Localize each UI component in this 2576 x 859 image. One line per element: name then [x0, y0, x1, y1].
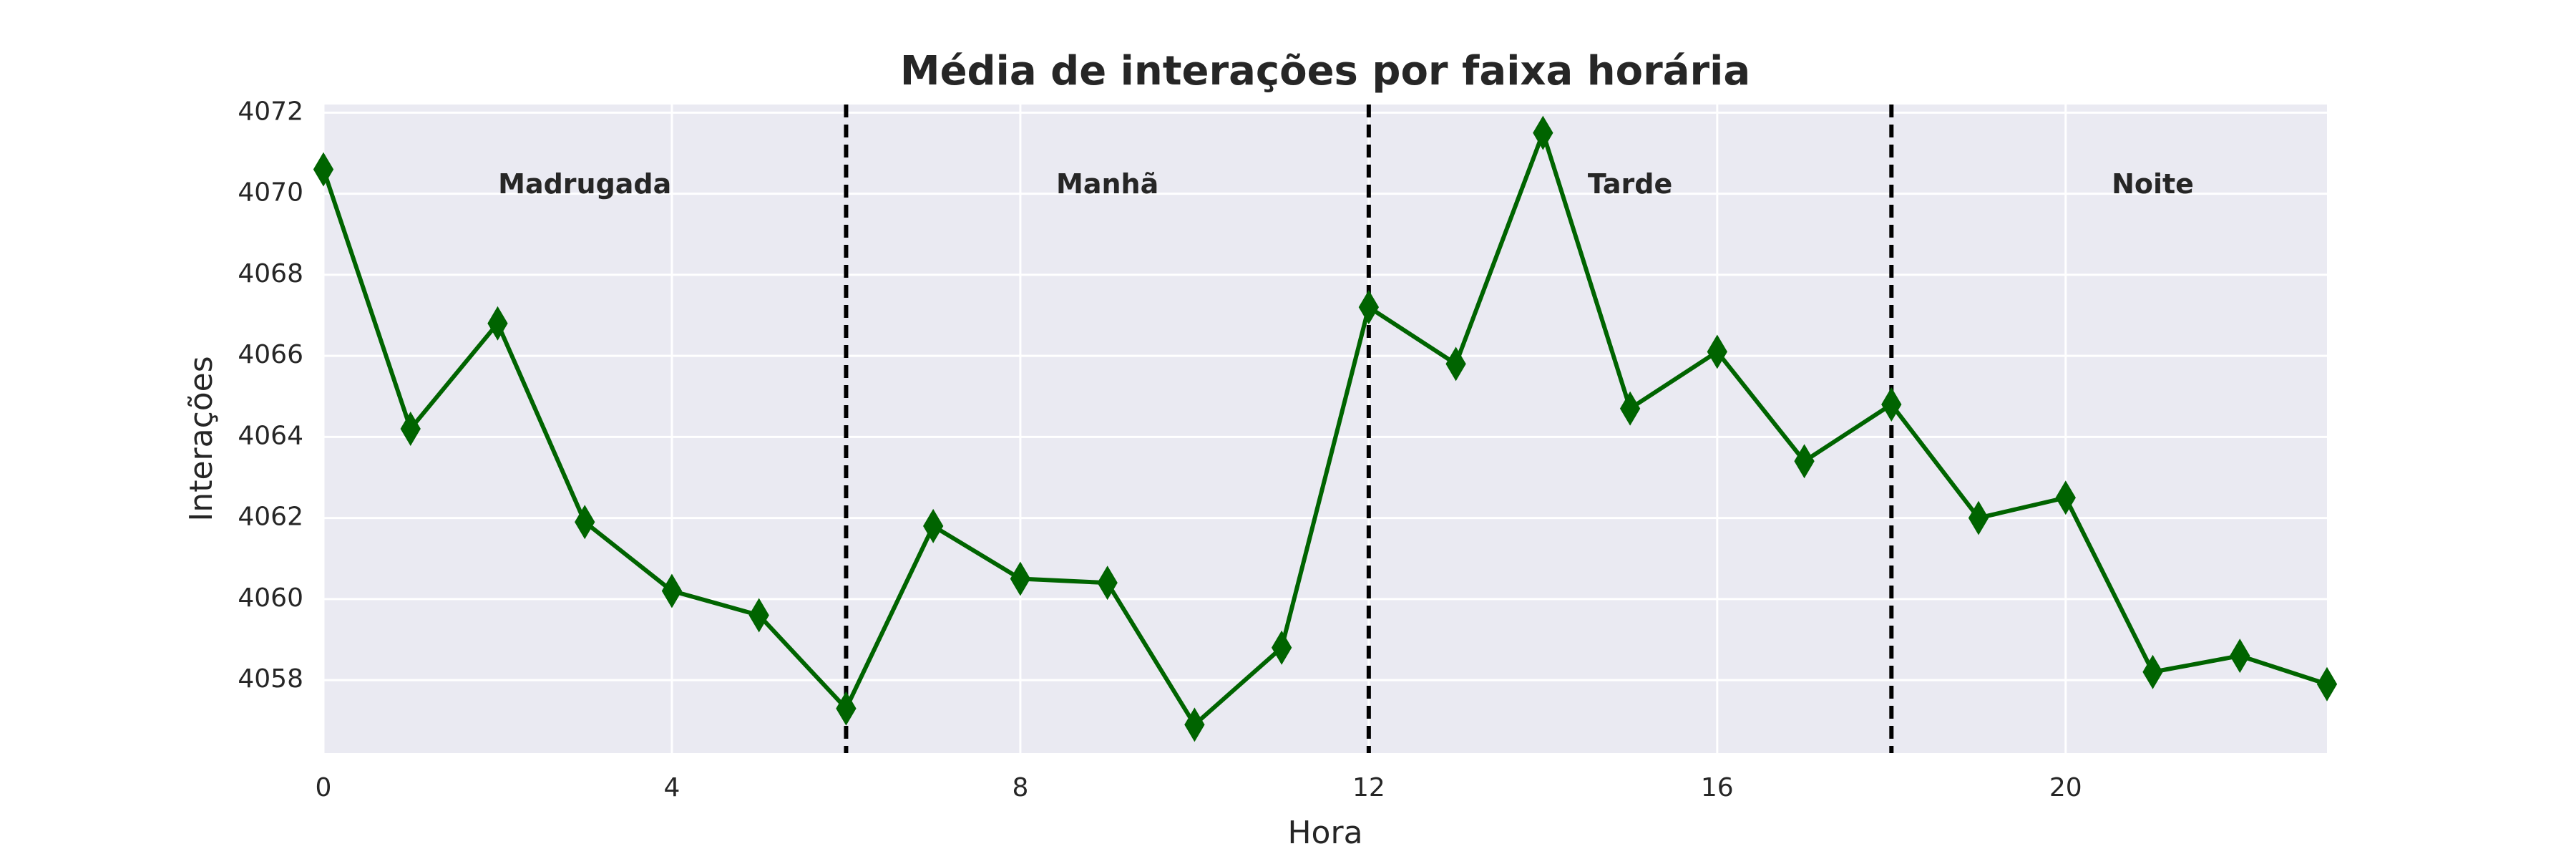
data-point-marker: [487, 306, 508, 341]
plot-area: [323, 105, 2327, 753]
y-axis-label: Interações: [183, 356, 220, 521]
x-tick-label: 4: [664, 773, 680, 802]
data-point-marker: [923, 508, 944, 543]
x-tick-label: 12: [1352, 773, 1385, 802]
grid: [322, 105, 2327, 753]
data-point-marker: [2230, 639, 2250, 674]
x-tick-label: 16: [1701, 773, 1734, 802]
y-tick-label: 4066: [238, 340, 303, 369]
data-point-marker: [748, 598, 769, 633]
data-point-marker: [1968, 500, 1989, 535]
data-point-marker: [2142, 654, 2163, 689]
y-tick-label: 4060: [238, 583, 303, 613]
x-axis-ticks: 0 4 8 12 16 20: [316, 773, 2082, 802]
data-point-marker: [575, 505, 595, 540]
period-dividers: [844, 105, 1894, 753]
data-point-marker: [1619, 391, 1641, 426]
data-point-marker: [313, 152, 334, 187]
x-axis-label: Hora: [1287, 815, 1362, 851]
period-label: Noite: [2112, 168, 2194, 200]
x-tick-label: 8: [1012, 773, 1028, 802]
chart-title: Média de interações por faixa horária: [900, 48, 1750, 94]
data-point-marker: [1707, 334, 1727, 369]
y-tick-label: 4062: [238, 503, 303, 532]
y-tick-label: 4068: [238, 259, 303, 288]
data-point-marker: [1794, 444, 1815, 479]
period-label: Tarde: [1588, 168, 1672, 200]
series-line: [321, 130, 2328, 727]
y-tick-label: 4070: [238, 178, 303, 208]
data-point-marker: [1358, 290, 1380, 325]
series: [313, 115, 2338, 742]
data-point-marker: [1271, 630, 1292, 665]
data-point-marker: [1184, 707, 1205, 742]
period-labels: Madrugada Manhã Tarde Noite: [498, 168, 2194, 200]
x-tick-label: 0: [316, 773, 332, 802]
data-point-marker: [836, 691, 857, 726]
data-point-marker: [661, 573, 683, 608]
data-point-marker: [1445, 346, 1466, 382]
data-point-marker: [1533, 115, 1553, 150]
data-point-marker: [400, 412, 421, 446]
period-label: Manhã: [1056, 168, 1158, 200]
data-point-marker: [1881, 387, 1902, 422]
data-point-marker: [2055, 480, 2076, 515]
data-point-marker: [2316, 666, 2338, 702]
data-point-marker: [1010, 561, 1031, 596]
data-point-marker: [1097, 566, 1118, 601]
y-tick-label: 4058: [238, 664, 303, 694]
y-axis-ticks: 4058 4060 4062 4064 4066 4068 4070 4072: [238, 97, 303, 694]
y-tick-label: 4072: [238, 97, 303, 126]
period-label: Madrugada: [498, 168, 671, 200]
x-tick-label: 20: [2049, 773, 2082, 802]
y-tick-label: 4064: [238, 421, 303, 450]
